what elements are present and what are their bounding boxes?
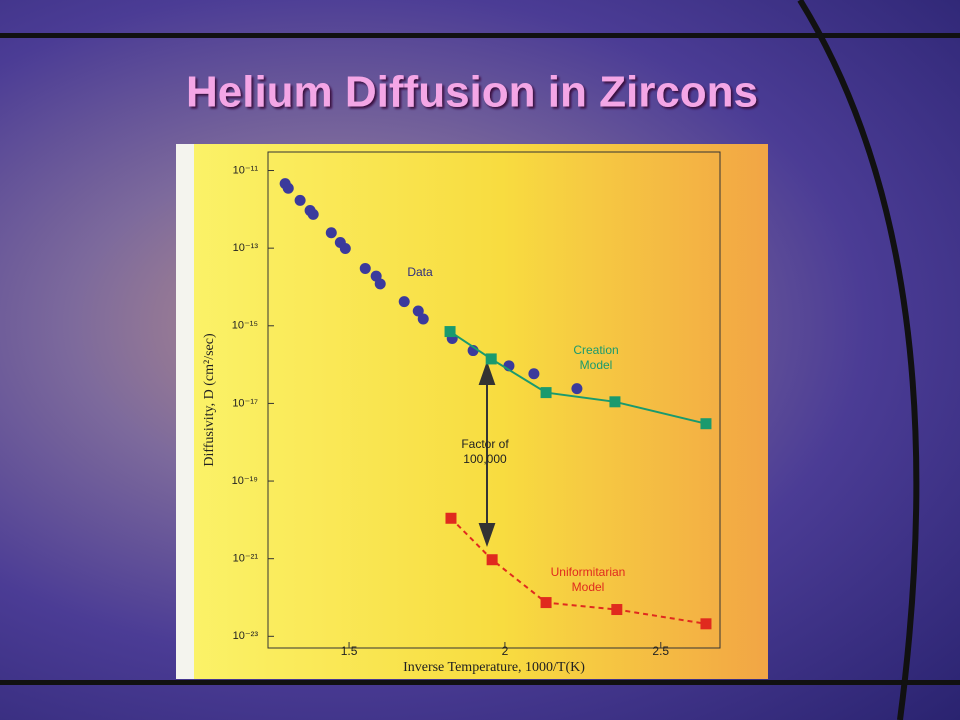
data-point bbox=[444, 326, 456, 338]
annotation: Factor of 100,000 bbox=[461, 437, 509, 466]
data-point bbox=[485, 353, 497, 365]
y-tick-label: 10⁻²¹ bbox=[233, 553, 259, 565]
series-label: Data bbox=[407, 265, 433, 279]
y-tick-label: 10⁻¹⁵ bbox=[232, 320, 258, 332]
data-point bbox=[374, 278, 386, 290]
x-tick-label: 2 bbox=[502, 644, 509, 658]
y-tick-label: 10⁻¹⁹ bbox=[232, 475, 258, 487]
top-bar bbox=[0, 33, 960, 38]
data-point bbox=[282, 182, 294, 194]
y-tick-label: 10⁻¹¹ bbox=[233, 164, 259, 176]
data-point bbox=[359, 262, 371, 274]
series-label: Uniformitarian Model bbox=[550, 565, 626, 594]
panel-edge bbox=[176, 144, 194, 679]
y-tick-label: 10⁻²³ bbox=[233, 630, 259, 642]
series-label: Creation Model bbox=[573, 343, 619, 372]
data-point bbox=[700, 618, 712, 630]
plot-frame bbox=[267, 151, 721, 649]
data-point bbox=[325, 227, 337, 239]
data-point bbox=[417, 313, 429, 325]
y-tick-label: 10⁻¹⁷ bbox=[232, 397, 258, 409]
decor-arc bbox=[797, 0, 920, 720]
data-point bbox=[398, 296, 410, 308]
data-point bbox=[611, 604, 623, 616]
x-axis-label: Inverse Temperature, 1000/T(K) bbox=[403, 660, 585, 675]
data-point bbox=[571, 383, 583, 395]
data-point bbox=[540, 387, 552, 399]
data-point bbox=[339, 242, 351, 254]
y-axis-label: Diffusivity, D (cm²/sec) bbox=[202, 333, 217, 467]
data-point bbox=[486, 554, 498, 566]
slide-title: Helium Diffusion in Zircons bbox=[186, 68, 758, 117]
data-point bbox=[540, 597, 552, 609]
chart-panel bbox=[176, 144, 768, 679]
data-point bbox=[528, 368, 540, 380]
data-point bbox=[700, 418, 712, 430]
bottom-bar bbox=[0, 680, 960, 685]
data-point bbox=[307, 208, 319, 220]
data-point bbox=[294, 194, 306, 206]
factor-arrow bbox=[478, 360, 496, 548]
data-point bbox=[412, 305, 424, 317]
data-point bbox=[609, 396, 621, 408]
x-tick-label: 1.5 bbox=[341, 644, 358, 658]
x-tick-label: 2.5 bbox=[652, 644, 669, 658]
y-tick-label: 10⁻¹³ bbox=[233, 242, 259, 254]
data-point bbox=[445, 512, 457, 524]
